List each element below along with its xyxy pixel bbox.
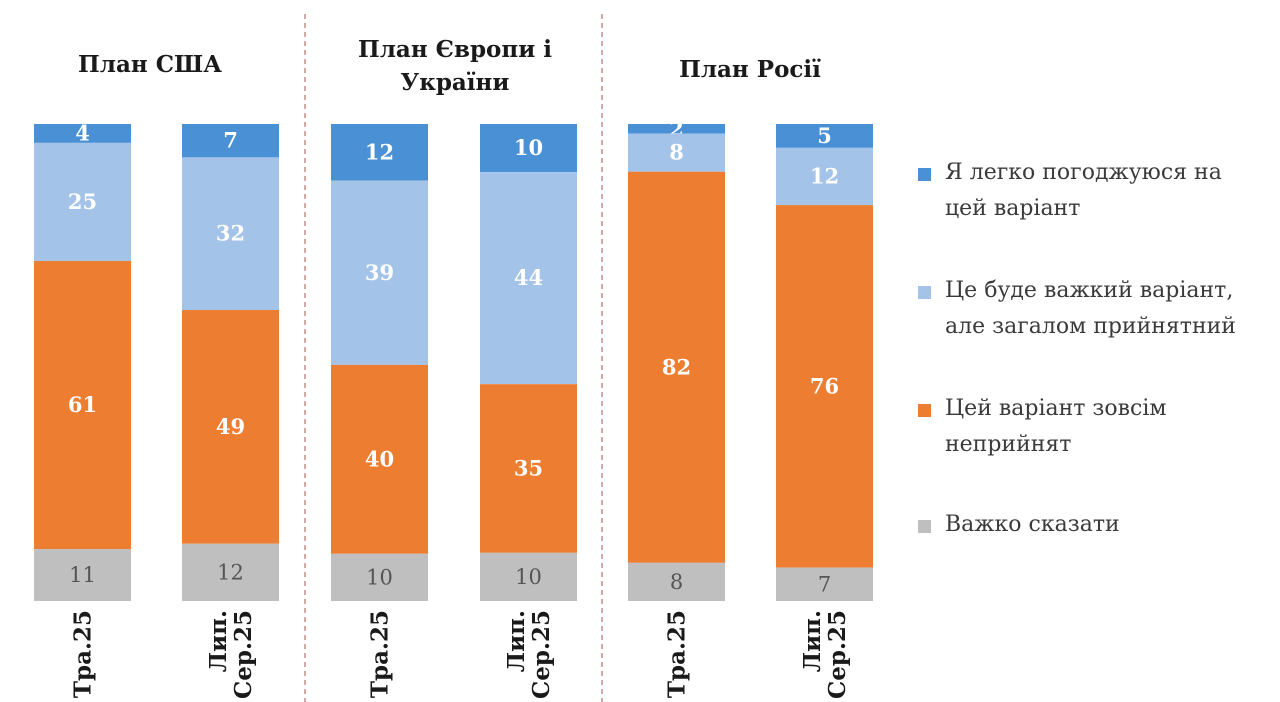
legend-item: Це буде важкий варіант, але загалом прий… — [918, 273, 1268, 345]
bar-segment — [331, 180, 428, 365]
legend-item: Я легко погоджуюся на цей варіант — [918, 155, 1268, 227]
data-label: 44 — [514, 265, 543, 290]
bar-segment — [776, 147, 873, 206]
bar-segment — [628, 133, 725, 172]
legend-swatch — [918, 286, 931, 299]
data-label: 12 — [365, 139, 394, 164]
legend-label: Важко сказати — [945, 512, 1120, 537]
data-label: 10 — [514, 135, 543, 160]
legend-swatch — [918, 520, 931, 533]
data-label: 11 — [69, 563, 96, 587]
data-label: 12 — [217, 560, 244, 584]
bar-segment — [628, 562, 725, 601]
bar-segment — [776, 205, 873, 568]
data-label: 4 — [75, 120, 90, 145]
tick-label: Лип. — [205, 610, 232, 672]
data-label: 40 — [365, 446, 394, 471]
data-label: 5 — [817, 123, 832, 148]
bar-segment — [480, 124, 577, 173]
legend-label: Я легко погоджуюся на цей варіант — [945, 160, 1222, 221]
category-label: Лип.Сер.25 — [799, 610, 851, 699]
data-label: 10 — [515, 565, 542, 589]
bar-segment — [34, 260, 131, 550]
bar-segment — [331, 364, 428, 554]
data-label: 12 — [810, 163, 839, 188]
bar-segment — [331, 553, 428, 601]
bar-segment — [776, 567, 873, 601]
tick-label: Тра.25 — [664, 610, 691, 698]
data-label: 10 — [366, 565, 393, 589]
category-label: Лип.Сер.25 — [205, 610, 257, 699]
category-label: Тра.25 — [70, 610, 97, 698]
data-label: 49 — [216, 414, 245, 439]
group-title-usa: План США — [78, 51, 222, 78]
data-label: 32 — [216, 221, 245, 246]
tick-label: Лип. — [503, 610, 530, 672]
tick-label: Тра.25 — [367, 610, 394, 698]
data-label: 8 — [670, 570, 683, 594]
group-title-europe-ukraine: План Європи і України — [357, 36, 553, 96]
data-label: 8 — [669, 140, 684, 165]
category-label: Тра.25 — [664, 610, 691, 698]
legend-label: Цей варіант зовсім неприйнят — [945, 396, 1167, 457]
bar-segment — [480, 172, 577, 385]
bar-segment — [182, 310, 279, 544]
bar-segment — [182, 543, 279, 601]
bar-segment — [34, 142, 131, 261]
bar-segment — [34, 124, 131, 143]
data-label: 61 — [68, 392, 97, 417]
legend-item: Цей варіант зовсім неприйнят — [918, 391, 1268, 463]
group-title-russia: План Росії — [679, 56, 821, 83]
data-label: 82 — [662, 354, 691, 379]
legend-swatch — [918, 404, 931, 417]
legend-item: Важко сказати — [918, 507, 1268, 543]
category-label: Лип.Сер.25 — [503, 610, 555, 699]
legend-swatch — [918, 168, 931, 181]
tick-label: Сер.25 — [230, 610, 257, 699]
data-label: 7 — [223, 128, 238, 153]
data-label: 7 — [818, 572, 831, 596]
bar-segment — [628, 124, 725, 134]
bar-segment — [182, 124, 279, 158]
bar-segment — [182, 157, 279, 311]
category-label: Тра.25 — [367, 610, 394, 698]
legend-label: Це буде важкий варіант, але загалом прий… — [945, 278, 1236, 339]
tick-label: Тра.25 — [70, 610, 97, 698]
data-label: 25 — [68, 189, 97, 214]
bar-segment — [331, 124, 428, 181]
tick-label: Сер.25 — [528, 610, 555, 699]
data-label: 39 — [365, 260, 394, 285]
bar-segment — [776, 124, 873, 148]
bar-segment — [480, 552, 577, 601]
tick-label: Сер.25 — [824, 610, 851, 699]
data-label: 35 — [514, 456, 543, 481]
bar-segment — [628, 171, 725, 563]
bar-segment — [34, 549, 131, 601]
tick-label: Лип. — [799, 610, 826, 672]
data-label: 76 — [810, 373, 839, 398]
bar-segment — [480, 384, 577, 553]
